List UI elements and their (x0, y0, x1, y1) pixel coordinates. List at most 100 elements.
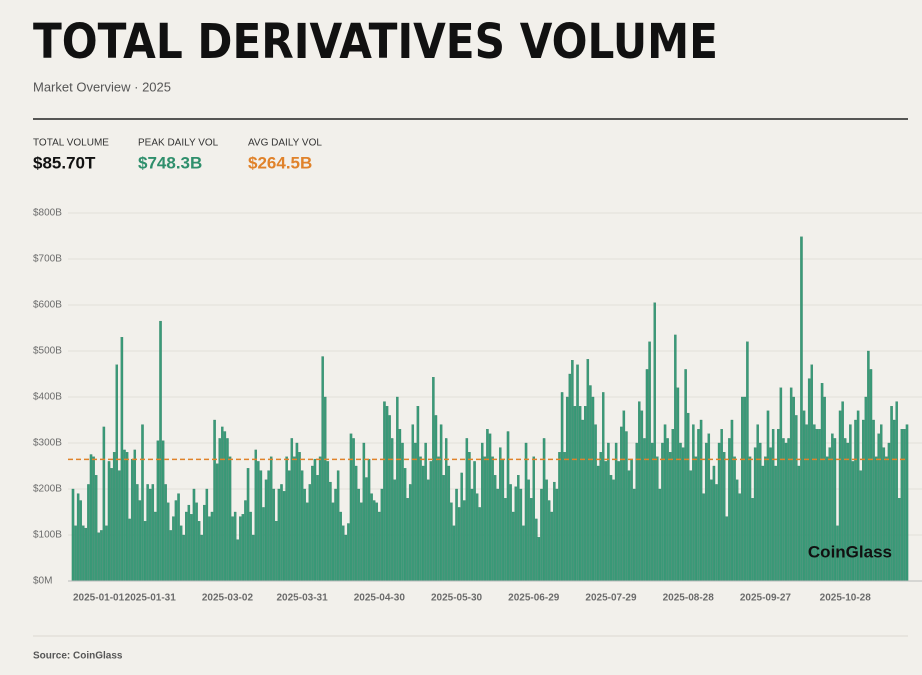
bar (205, 488, 209, 582)
bar (275, 521, 278, 582)
bar (215, 463, 219, 582)
bar (455, 488, 458, 582)
bar (156, 440, 160, 582)
bar (71, 488, 75, 582)
bar (903, 429, 906, 582)
bar (774, 465, 777, 582)
bar (733, 456, 736, 582)
y-tick-label: $800B (33, 208, 62, 219)
bar (825, 456, 829, 582)
bar (452, 525, 456, 582)
bar (712, 465, 716, 582)
bar (635, 442, 638, 582)
bar (697, 429, 700, 582)
bar (249, 511, 252, 582)
bar (426, 479, 430, 582)
bar (565, 396, 569, 582)
bar (771, 429, 775, 582)
bar (287, 470, 291, 582)
bar (254, 449, 258, 582)
bar (344, 534, 348, 582)
bar (336, 470, 340, 582)
bar (622, 410, 626, 582)
bar (324, 396, 327, 582)
bar (535, 518, 538, 582)
x-tick-label: 2025-04-30 (354, 593, 406, 604)
bar (738, 493, 741, 582)
bar (800, 236, 803, 582)
bar (313, 458, 317, 582)
bar (110, 468, 113, 582)
bar (383, 401, 386, 582)
bar (136, 484, 139, 582)
bar (694, 456, 698, 582)
bar (89, 454, 93, 582)
bar (722, 452, 726, 582)
bar (751, 498, 754, 582)
bar (406, 498, 409, 582)
bar (182, 534, 185, 582)
bar (674, 334, 677, 582)
bar (228, 456, 232, 582)
bar (898, 498, 901, 582)
bar (115, 364, 119, 582)
bar (82, 525, 85, 582)
bar (434, 415, 438, 582)
bar (357, 488, 360, 582)
bar (632, 488, 636, 582)
bar (100, 530, 103, 582)
bar (251, 534, 255, 582)
bar (596, 465, 600, 582)
bar (174, 500, 178, 582)
bar (246, 468, 250, 582)
bar (172, 516, 175, 582)
bar (416, 406, 420, 582)
bar (342, 525, 345, 582)
bar (668, 452, 672, 582)
chart-title: TOTAL DERIVATIVES VOLUME (33, 14, 718, 70)
bar (784, 442, 788, 582)
bar (658, 488, 662, 582)
bar (766, 410, 770, 582)
bar (331, 502, 335, 582)
bar (241, 514, 245, 582)
bar (581, 419, 584, 582)
bar (267, 470, 270, 582)
bar (496, 488, 499, 582)
bar (316, 475, 319, 582)
bar (264, 479, 268, 582)
stat-value: $85.70T (33, 153, 96, 172)
bar (522, 525, 525, 582)
bar (558, 452, 561, 582)
bar (725, 516, 729, 582)
bar (138, 500, 142, 582)
bar (468, 452, 471, 582)
bar (900, 429, 904, 582)
bar (483, 456, 487, 582)
bar (424, 442, 427, 582)
bar (128, 518, 131, 582)
bar (509, 484, 512, 582)
bar (308, 484, 312, 582)
bar (627, 470, 631, 582)
bar (748, 456, 752, 582)
bar (874, 456, 878, 582)
bar (161, 440, 165, 582)
bar (269, 456, 273, 582)
bar (375, 502, 378, 582)
bar (347, 523, 350, 582)
y-tick-label: $200B (33, 484, 62, 495)
bar (177, 493, 180, 582)
bar (439, 424, 443, 582)
bar (488, 433, 492, 582)
bar (710, 479, 713, 582)
bar (571, 360, 574, 582)
bar (457, 507, 461, 582)
bar (527, 479, 530, 582)
bar (671, 429, 675, 582)
bar (385, 406, 389, 582)
bar (550, 511, 554, 582)
bar (450, 502, 453, 582)
bar (638, 401, 641, 582)
bar (661, 442, 664, 582)
